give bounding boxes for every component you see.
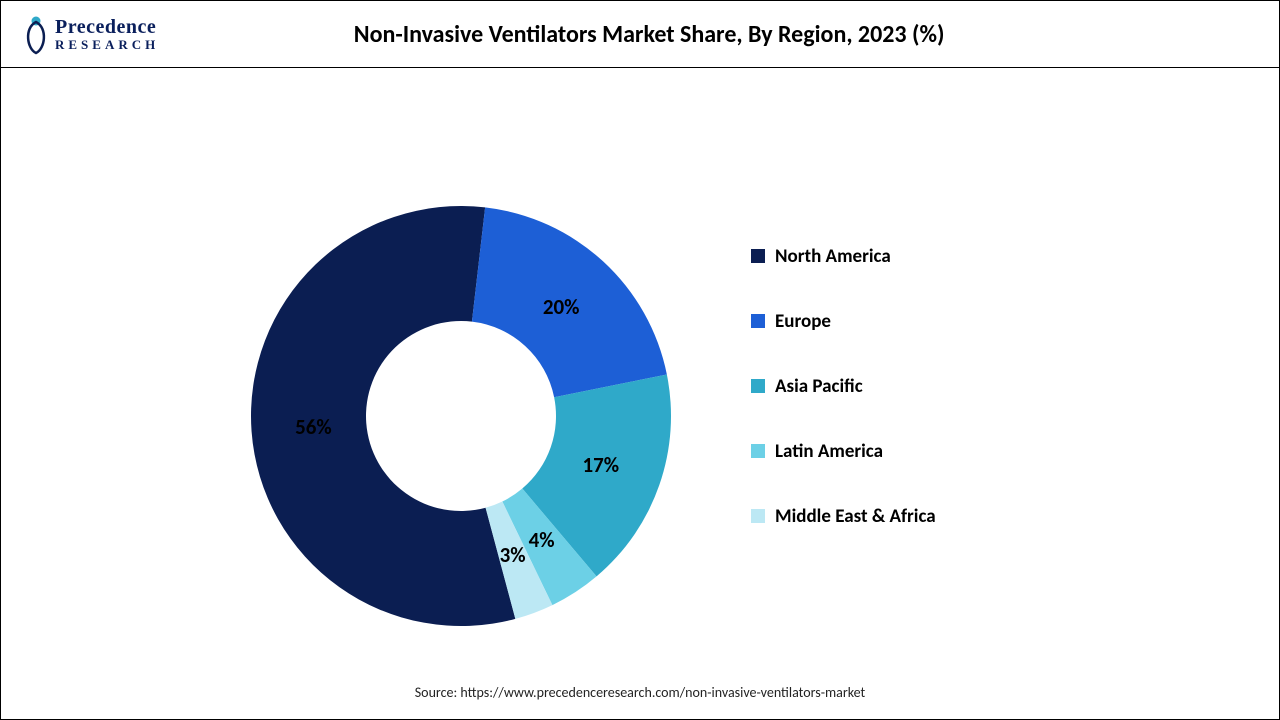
donut-slice (251, 206, 515, 626)
legend-swatch (751, 314, 765, 328)
legend-swatch (751, 379, 765, 393)
legend-item: North America (751, 245, 936, 268)
source-line: Source: https://www.precedenceresearch.c… (1, 684, 1279, 719)
legend-swatch (751, 509, 765, 523)
legend-item: Asia Pacific (751, 375, 936, 398)
chart-body: 56% 20% 17% 4%3% North America Europe Asia Pa… (1, 68, 1279, 684)
header: Precedence RESEARCH Non-Invasive Ventila… (1, 1, 1279, 68)
legend-label: Asia Pacific (775, 375, 863, 398)
donut-svg (41, 106, 741, 666)
legend-item: Latin America (751, 440, 936, 463)
legend-label: Middle East & Africa (775, 505, 936, 528)
slice-label: 56% (295, 414, 332, 440)
donut-chart: 56% 20% 17% 4%3% (41, 106, 741, 666)
slice-label: 4% (529, 527, 555, 553)
slice-label: 17% (582, 452, 619, 478)
legend-label: North America (775, 245, 891, 268)
legend-swatch (751, 444, 765, 458)
legend-item: Europe (751, 310, 936, 333)
legend-label: Europe (775, 310, 831, 333)
legend-swatch (751, 249, 765, 263)
slice-label: 20% (543, 294, 580, 320)
chart-card: Precedence RESEARCH Non-Invasive Ventila… (0, 0, 1280, 720)
chart-title: Non-Invasive Ventilators Market Share, B… (39, 20, 1259, 49)
legend: North America Europe Asia Pacific Latin Ame… (751, 245, 936, 528)
slice-label: 3% (500, 542, 526, 568)
legend-label: Latin America (775, 440, 883, 463)
legend-item: Middle East & Africa (751, 505, 936, 528)
